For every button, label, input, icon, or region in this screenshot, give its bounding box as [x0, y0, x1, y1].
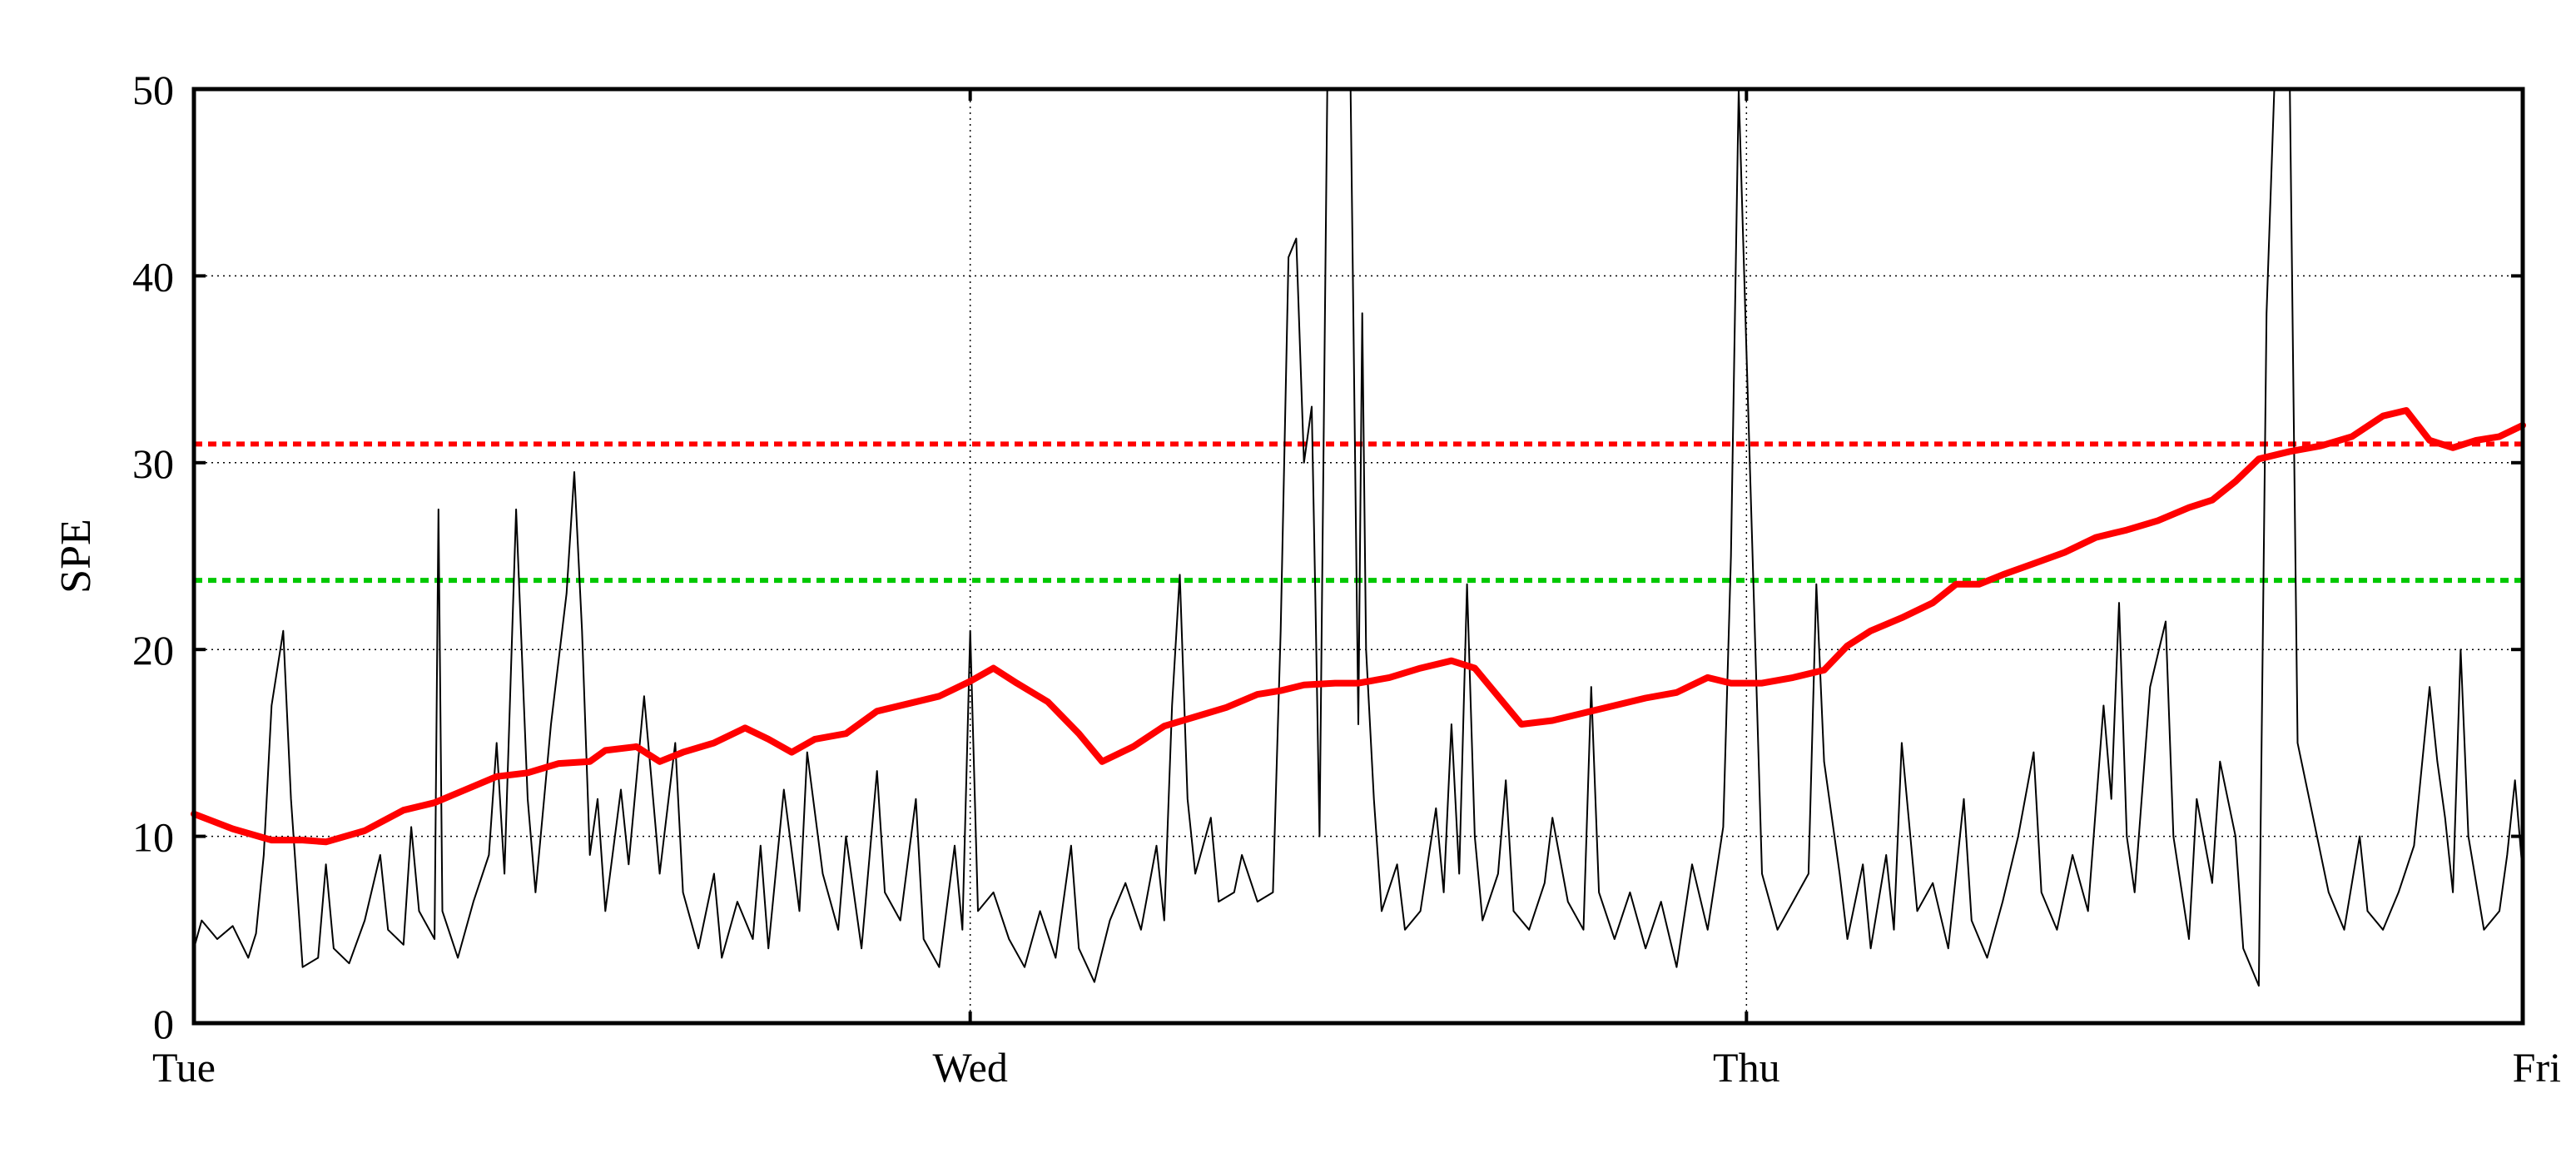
y-tick-label: 0: [153, 1001, 174, 1047]
y-tick-label: 50: [132, 67, 174, 113]
y-tick-label: 10: [132, 814, 174, 861]
x-tick-label: Wed: [932, 1044, 1007, 1091]
smoothed-spe-line: [191, 407, 2526, 846]
x-tick-label: Thu: [1713, 1044, 1780, 1091]
plot-frame: [191, 87, 2525, 1026]
spe-line: [193, 88, 2524, 987]
y-tick-label: 20: [132, 627, 174, 673]
series-lines: [191, 88, 2526, 987]
x-tick-label: Fri: [2513, 1044, 2561, 1091]
y-axis-label: SPE: [52, 519, 100, 594]
threshold-lines: [194, 441, 2523, 584]
y-tick-label: 30: [132, 440, 174, 487]
y-tick-label: 40: [132, 253, 174, 300]
x-tick-label: Tue: [152, 1044, 216, 1091]
grid-lines: [194, 89, 2523, 1023]
axis-ticks: 0 10 20 30 40 50 Tue Wed Thu Fri: [132, 67, 2561, 1091]
